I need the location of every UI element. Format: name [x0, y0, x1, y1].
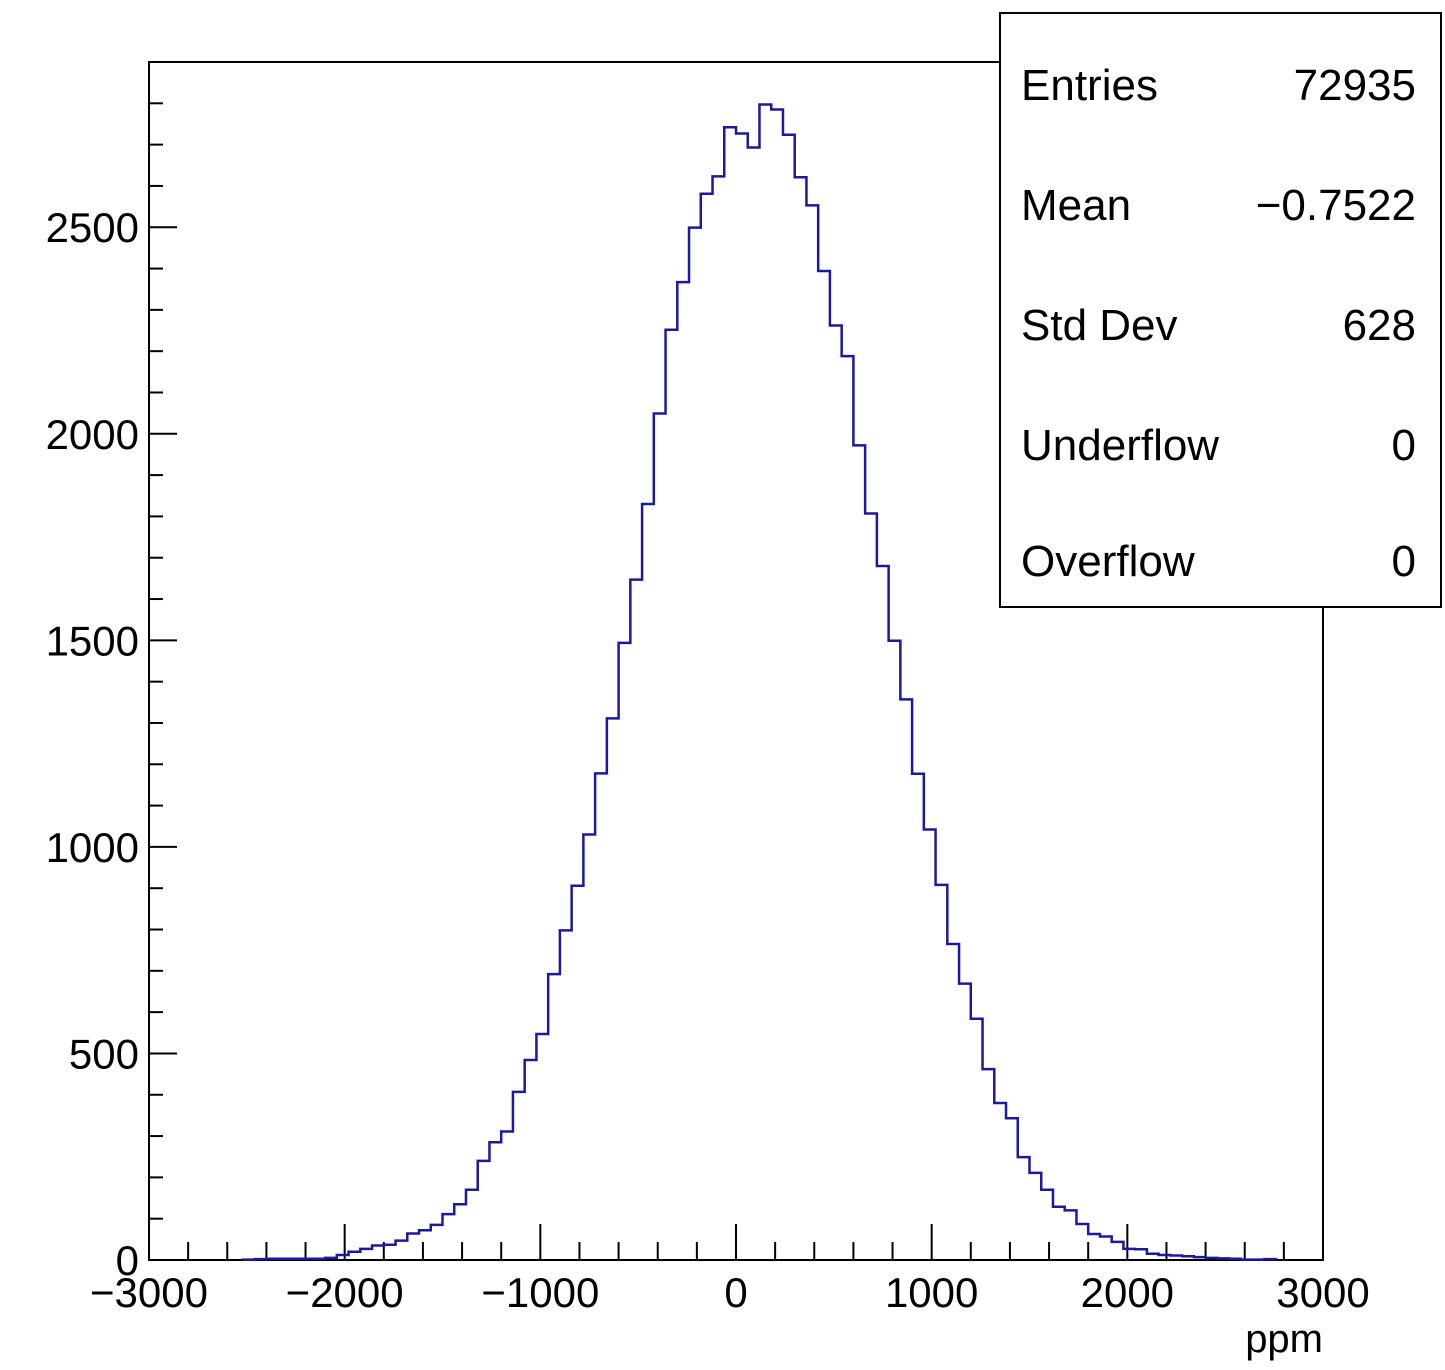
stat-label: Mean [1021, 181, 1132, 230]
stat-row-entries: Entries 72935 [1021, 56, 1416, 116]
stat-row-overflow: Overflow 0 [1021, 532, 1416, 592]
x-axis: −3000 −2000 −1000 0 1000 2000 3000 [90, 1224, 1370, 1316]
stat-label: Std Dev [1021, 301, 1178, 350]
stat-row-underflow: Underflow 0 [1021, 416, 1416, 476]
stat-value: −0.7522 [1255, 181, 1416, 230]
x-tick-label: −1000 [481, 1269, 599, 1316]
statistics-box: Entries 72935 Mean −0.7522 Std Dev 628 U… [999, 12, 1442, 608]
histogram-line [241, 103, 1278, 1261]
stat-label: Entries [1021, 61, 1158, 110]
x-tick-label: 0 [724, 1269, 747, 1316]
y-tick-label: 0 [116, 1237, 139, 1284]
y-tick-label: 2500 [46, 204, 139, 251]
stat-row-mean: Mean −0.7522 [1021, 176, 1416, 236]
x-axis-title: ppm [1245, 1317, 1323, 1361]
stat-value: 628 [1342, 301, 1416, 350]
y-tick-label: 1000 [46, 824, 139, 871]
stat-value: 72935 [1293, 61, 1416, 110]
x-tick-label: 1000 [885, 1269, 978, 1316]
y-axis: 0 500 1000 1500 2000 2500 [46, 61, 177, 1284]
x-tick-label: 3000 [1276, 1269, 1369, 1316]
y-tick-label: 500 [69, 1030, 139, 1077]
y-tick-label: 1500 [46, 617, 139, 664]
y-tick-label: 2000 [46, 411, 139, 458]
stat-label: Underflow [1021, 421, 1220, 470]
x-tick-label: −3000 [90, 1269, 208, 1316]
x-tick-label: 2000 [1081, 1269, 1174, 1316]
stat-row-std-dev: Std Dev 628 [1021, 296, 1416, 356]
stat-label: Overflow [1021, 537, 1195, 586]
x-tick-label: −2000 [286, 1269, 404, 1316]
stat-value: 0 [1391, 421, 1416, 470]
stat-value: 0 [1391, 537, 1416, 586]
